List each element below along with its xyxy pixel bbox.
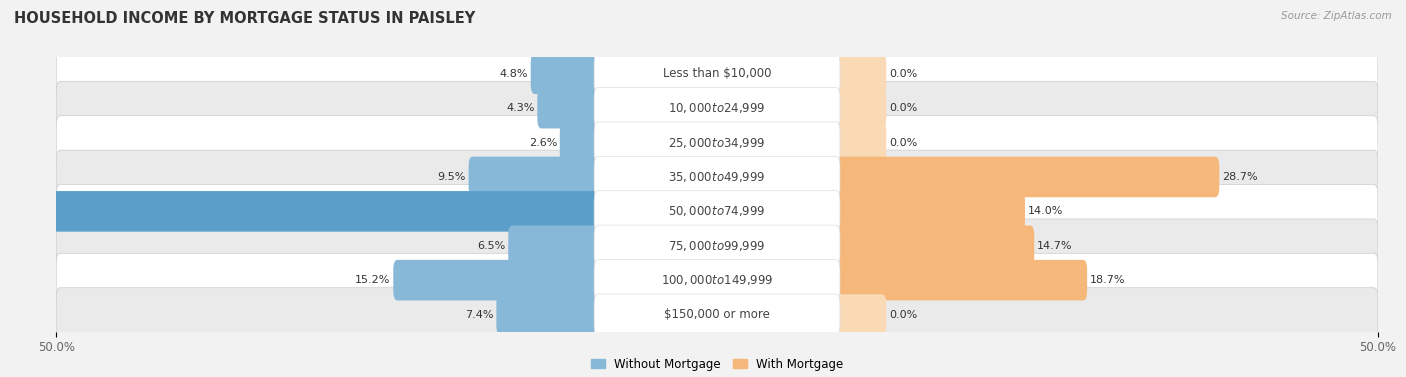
FancyBboxPatch shape xyxy=(394,260,602,300)
FancyBboxPatch shape xyxy=(595,259,839,301)
Text: HOUSEHOLD INCOME BY MORTGAGE STATUS IN PAISLEY: HOUSEHOLD INCOME BY MORTGAGE STATUS IN P… xyxy=(14,11,475,26)
FancyBboxPatch shape xyxy=(56,184,1378,238)
FancyBboxPatch shape xyxy=(0,191,602,231)
FancyBboxPatch shape xyxy=(595,53,839,94)
FancyBboxPatch shape xyxy=(468,157,602,197)
FancyBboxPatch shape xyxy=(56,150,1378,204)
FancyBboxPatch shape xyxy=(56,288,1378,342)
FancyBboxPatch shape xyxy=(832,157,1219,197)
FancyBboxPatch shape xyxy=(496,294,602,335)
Text: 6.5%: 6.5% xyxy=(478,241,506,251)
FancyBboxPatch shape xyxy=(832,294,886,335)
FancyBboxPatch shape xyxy=(832,54,886,94)
Text: 0.0%: 0.0% xyxy=(889,310,917,320)
Text: $150,000 or more: $150,000 or more xyxy=(664,308,770,321)
FancyBboxPatch shape xyxy=(56,47,1378,101)
FancyBboxPatch shape xyxy=(56,253,1378,307)
Text: 0.0%: 0.0% xyxy=(889,103,917,113)
FancyBboxPatch shape xyxy=(56,116,1378,169)
FancyBboxPatch shape xyxy=(595,156,839,198)
Text: 4.8%: 4.8% xyxy=(499,69,529,79)
FancyBboxPatch shape xyxy=(508,225,602,266)
FancyBboxPatch shape xyxy=(595,87,839,129)
Text: $100,000 to $149,999: $100,000 to $149,999 xyxy=(661,273,773,287)
FancyBboxPatch shape xyxy=(832,260,1087,300)
Text: Less than $10,000: Less than $10,000 xyxy=(662,67,772,80)
FancyBboxPatch shape xyxy=(537,88,602,129)
FancyBboxPatch shape xyxy=(595,122,839,163)
Text: $25,000 to $34,999: $25,000 to $34,999 xyxy=(668,136,766,150)
Text: $75,000 to $99,999: $75,000 to $99,999 xyxy=(668,239,766,253)
FancyBboxPatch shape xyxy=(530,54,602,94)
Text: Source: ZipAtlas.com: Source: ZipAtlas.com xyxy=(1281,11,1392,21)
Text: $50,000 to $74,999: $50,000 to $74,999 xyxy=(668,204,766,218)
Text: 2.6%: 2.6% xyxy=(529,138,557,147)
Text: $35,000 to $49,999: $35,000 to $49,999 xyxy=(668,170,766,184)
FancyBboxPatch shape xyxy=(595,294,839,335)
Text: 9.5%: 9.5% xyxy=(437,172,465,182)
FancyBboxPatch shape xyxy=(832,122,886,163)
FancyBboxPatch shape xyxy=(560,122,602,163)
Text: 14.7%: 14.7% xyxy=(1036,241,1073,251)
Text: 14.0%: 14.0% xyxy=(1028,206,1063,216)
FancyBboxPatch shape xyxy=(56,219,1378,273)
Text: 4.3%: 4.3% xyxy=(506,103,534,113)
Text: 0.0%: 0.0% xyxy=(889,69,917,79)
Text: 18.7%: 18.7% xyxy=(1090,275,1125,285)
Text: 0.0%: 0.0% xyxy=(889,138,917,147)
Text: 15.2%: 15.2% xyxy=(356,275,391,285)
Text: 28.7%: 28.7% xyxy=(1222,172,1257,182)
FancyBboxPatch shape xyxy=(832,88,886,129)
Text: $10,000 to $24,999: $10,000 to $24,999 xyxy=(668,101,766,115)
FancyBboxPatch shape xyxy=(832,191,1025,231)
FancyBboxPatch shape xyxy=(56,81,1378,135)
Text: 7.4%: 7.4% xyxy=(465,310,494,320)
FancyBboxPatch shape xyxy=(595,191,839,232)
FancyBboxPatch shape xyxy=(595,225,839,267)
Legend: Without Mortgage, With Mortgage: Without Mortgage, With Mortgage xyxy=(586,353,848,375)
FancyBboxPatch shape xyxy=(832,225,1035,266)
